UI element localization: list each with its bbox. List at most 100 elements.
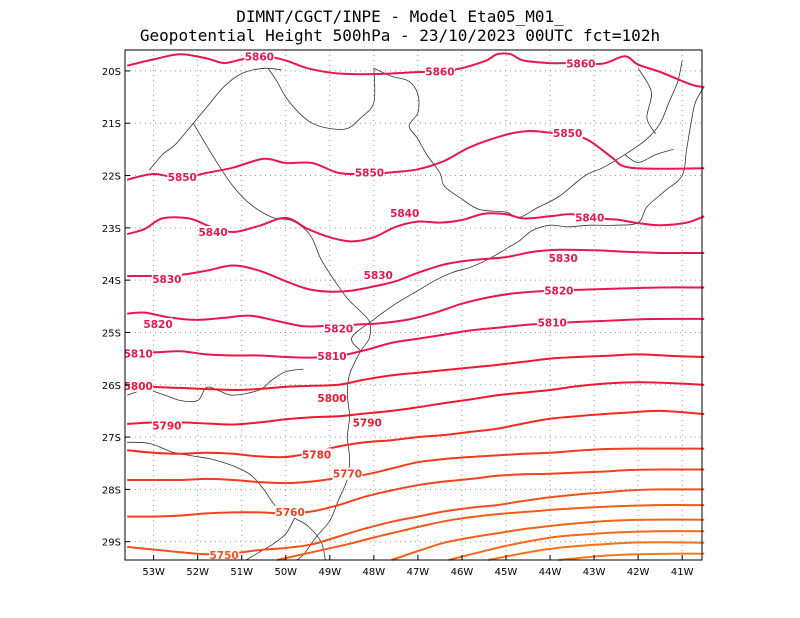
contour-label: 5770 — [333, 469, 362, 481]
map-title-line-2: Geopotential Height 500hPa - 23/10/2023 … — [139, 26, 661, 45]
contour-5790 — [127, 381, 705, 426]
contour-labels: 5860 5860 5860 5850 5850 5850 5840 5840 5840 5830… — [123, 50, 605, 562]
contour-5810 — [127, 317, 705, 359]
lon-tick-label: 42W — [627, 567, 650, 578]
contour-lines — [126, 52, 705, 561]
lat-tick-label: 28S — [102, 485, 121, 496]
lon-tick-label: 41W — [671, 567, 694, 578]
contour-label-bg — [363, 268, 394, 281]
contour-label: 5810 — [317, 351, 346, 363]
lon-tick-label: 48W — [363, 567, 386, 578]
contour-label: 5860 — [245, 51, 274, 63]
contour-5820 — [127, 286, 705, 328]
contour-5720 — [448, 530, 705, 561]
contour-label: 5860 — [566, 59, 595, 71]
contour-label: 5830 — [364, 270, 393, 282]
contour-5700 — [558, 552, 705, 561]
contour-label-bg — [543, 284, 574, 297]
contour-5760 — [127, 468, 705, 518]
contour-label-bg — [123, 379, 154, 392]
contour-label-bg — [198, 226, 229, 239]
lat-tick-label: 22S — [102, 172, 121, 183]
lat-tick-label: 29S — [102, 538, 121, 549]
contour-5780 — [127, 409, 705, 459]
lon-tick-label: 51W — [230, 567, 253, 578]
lon-tick-label: 44W — [539, 567, 562, 578]
coastline — [624, 149, 674, 163]
contour-label-bg — [332, 467, 363, 480]
coastline — [637, 68, 657, 134]
contour-5740 — [276, 504, 705, 561]
lat-tick-label: 21S — [102, 119, 121, 130]
lon-tick-label: 49W — [319, 567, 342, 578]
contour-label: 5850 — [168, 172, 197, 184]
contour-label-bg — [209, 548, 240, 561]
contour-label-bg — [565, 57, 596, 70]
lat-tick-label: 25S — [102, 328, 121, 339]
lon-tick-label: 43W — [583, 567, 606, 578]
grid-lines — [125, 50, 702, 560]
contour-5750 — [127, 488, 705, 556]
contour-label: 5840 — [575, 212, 604, 224]
contour-label: 5800 — [317, 393, 346, 405]
coastline — [127, 368, 304, 403]
contour-label: 5800 — [124, 381, 153, 393]
contour-label: 5820 — [324, 323, 353, 335]
coastlines-and-borders — [127, 60, 705, 561]
contour-label: 5830 — [152, 274, 181, 286]
contour-5730 — [391, 518, 705, 561]
lat-tick-label: 27S — [102, 433, 121, 444]
lat-tick-label: 26S — [102, 381, 121, 392]
contour-label-bg — [352, 416, 383, 429]
contour-label-bg — [424, 65, 455, 78]
contour-label-bg — [574, 211, 605, 224]
contour-label: 5810 — [124, 348, 153, 360]
contour-label-bg — [167, 171, 198, 184]
map-title-line-1: DIMNT/CGCT/INPE - Model Eta05_M01_ — [236, 7, 564, 26]
lon-tick-label: 53W — [142, 567, 165, 578]
contour-label: 5850 — [355, 167, 384, 179]
coastline — [148, 67, 282, 171]
lon-tick-label: 50W — [274, 567, 297, 578]
contour-label-bg — [548, 252, 579, 265]
longitude-axis: 53W 52W 51W 50W 49W 48W 47W 46W 45W 44W 43W 42W 41W — [142, 555, 694, 578]
contour-label: 5820 — [143, 319, 172, 331]
coastline — [245, 518, 295, 561]
contour-label-bg — [301, 448, 332, 461]
contour-5770 — [127, 447, 705, 485]
contour-label-bg — [552, 127, 583, 140]
contour-label-bg — [317, 391, 348, 404]
contour-label: 5850 — [553, 128, 582, 140]
contour-label-bg — [354, 166, 385, 179]
contour-label: 5840 — [198, 227, 227, 239]
lat-tick-label: 20S — [102, 67, 121, 78]
latitude-axis: 20S 21S 22S 23S 24S 25S 26S 27S 28S 29S — [102, 67, 130, 549]
contour-5850 — [126, 130, 705, 181]
contour-label: 5760 — [276, 507, 305, 519]
contour-label-bg — [323, 322, 354, 335]
coastline — [192, 122, 371, 352]
contour-label: 5750 — [209, 550, 238, 562]
lon-tick-label: 52W — [186, 567, 209, 578]
coastline — [267, 68, 376, 130]
map-frame — [124, 49, 703, 561]
contour-5830 — [127, 248, 705, 293]
contour-label: 5860 — [425, 66, 454, 78]
contour-label-bg — [151, 419, 182, 432]
contour-label: 5820 — [544, 286, 573, 298]
contour-label-bg — [317, 350, 348, 362]
contour-label-bg — [151, 273, 182, 286]
lon-tick-label: 46W — [451, 567, 474, 578]
lat-tick-label: 24S — [102, 276, 121, 287]
contour-label: 5790 — [152, 421, 181, 433]
contour-label: 5790 — [353, 417, 382, 429]
lat-tick-label: 23S — [102, 224, 121, 235]
contour-5860 — [126, 52, 705, 89]
coastline — [373, 60, 683, 218]
contour-5800 — [127, 353, 705, 391]
contour-label-bg — [275, 505, 306, 518]
contour-label-bg — [537, 316, 568, 329]
coastline — [127, 441, 326, 561]
contour-label-bg — [244, 50, 275, 63]
